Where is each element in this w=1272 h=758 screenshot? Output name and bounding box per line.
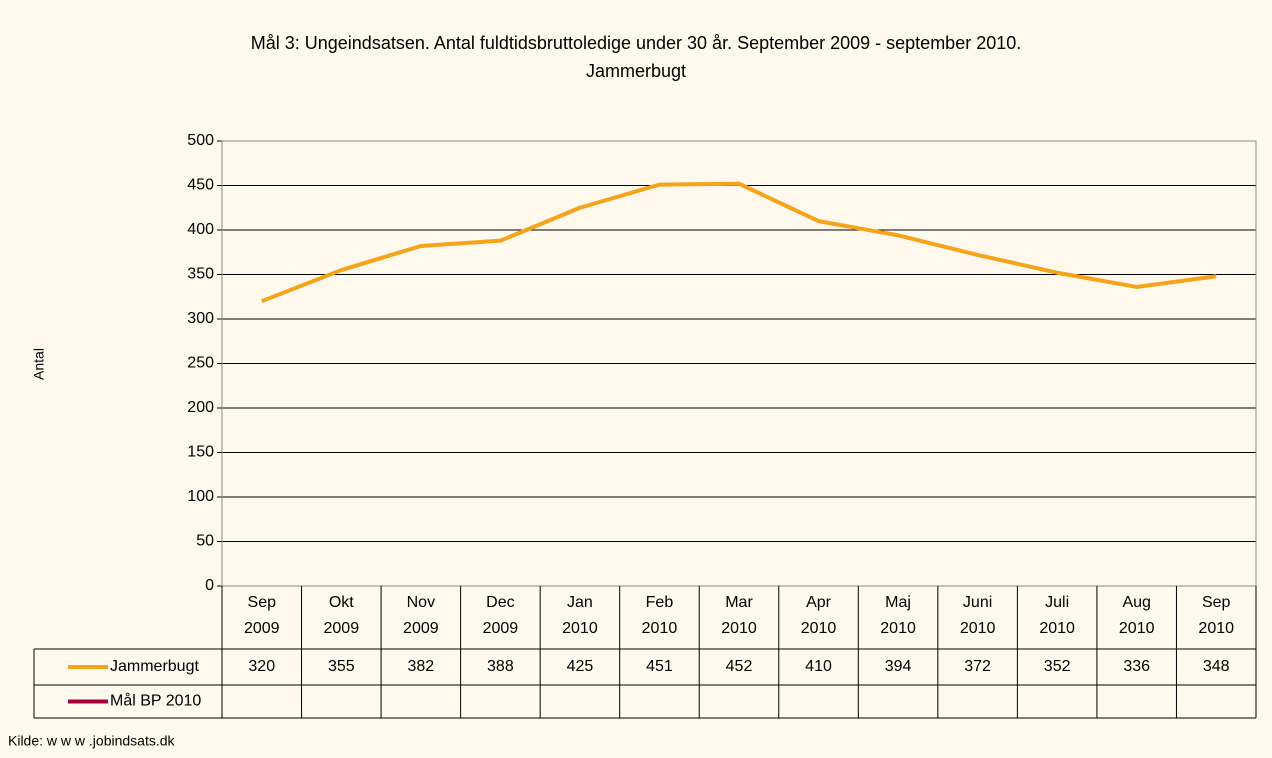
- x-tick-label: Sep 2010: [1198, 594, 1235, 637]
- x-tick-label: Dec 2009: [482, 594, 519, 637]
- y-tick-label: 300: [187, 310, 214, 327]
- legend-label: Jammerbugt: [110, 658, 199, 675]
- x-tick-label: Juli 2010: [1039, 594, 1075, 637]
- y-tick-label: 200: [187, 399, 214, 416]
- x-tick-label: Apr 2010: [800, 594, 837, 637]
- y-axis-label: Antal: [31, 348, 47, 380]
- data-label: 451: [646, 658, 673, 675]
- data-label: 372: [964, 658, 991, 675]
- x-tick-label: Nov 2009: [403, 594, 439, 637]
- x-tick-label: Okt 2009: [323, 594, 360, 637]
- data-label: 410: [805, 658, 832, 675]
- y-tick-label: 500: [187, 132, 214, 149]
- y-tick-label: 350: [187, 266, 214, 283]
- y-tick-label: 250: [187, 355, 214, 372]
- data-label: 425: [567, 658, 594, 675]
- source: Kilde: w w w .jobindsats.dk: [8, 733, 176, 749]
- series-line: [261, 181, 1217, 304]
- x-tick-label: Maj 2010: [880, 594, 916, 637]
- data-label: 394: [885, 658, 912, 675]
- y-tick-label: 50: [196, 533, 214, 550]
- data-label: 355: [328, 658, 355, 675]
- y-tick-label: 150: [187, 444, 214, 461]
- data-label: 388: [487, 658, 514, 675]
- y-tick-label: 400: [187, 221, 214, 238]
- chart-subtitle: Jammerbugt: [586, 61, 686, 81]
- legend-label: Mål BP 2010: [110, 692, 201, 710]
- data-label: 320: [248, 658, 275, 675]
- x-tick-label: Aug 2010: [1118, 594, 1155, 637]
- y-tick-label: 100: [187, 488, 214, 505]
- plot-border: [221, 140, 1257, 587]
- y-tick-label: 450: [187, 177, 214, 194]
- x-tick-label: Feb 2010: [641, 594, 678, 637]
- data-label: 382: [407, 658, 434, 675]
- chart-title: Mål 3: Ungeindsatsen. Antal fuldtidsbrut…: [251, 33, 1022, 53]
- data-label: 352: [1044, 658, 1071, 675]
- x-tick-label: Mar 2010: [721, 594, 757, 637]
- x-tick-label: Jan 2010: [562, 594, 598, 637]
- y-tick-label: 0: [205, 577, 214, 594]
- x-tick-label: Sep 2009: [243, 594, 280, 637]
- data-label: 348: [1203, 658, 1230, 675]
- x-tick-label: Juni 2010: [959, 594, 996, 637]
- data-label: 336: [1123, 658, 1150, 675]
- data-label: 452: [726, 658, 753, 675]
